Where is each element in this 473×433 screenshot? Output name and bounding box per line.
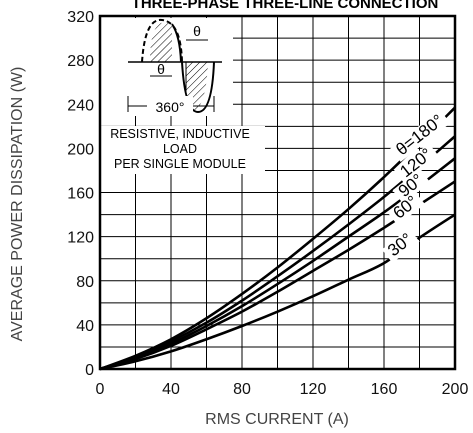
y-tick-label: 80 [76, 274, 94, 291]
negative-wave [181, 61, 215, 114]
positive-wave [171, 23, 182, 63]
series-label-bg [394, 143, 440, 184]
theta-label-left: θ [157, 61, 165, 77]
load-note: RESISTIVE, INDUCTIVE LOAD PER SINGLE MOD… [101, 126, 265, 174]
theta-label-right: θ [193, 23, 201, 39]
x-tick-label: 40 [162, 381, 180, 398]
tick-labels: 0 40 80 120 160 200 0 40 80 120 160 200 240 280 320 [67, 9, 468, 398]
note-line-1: RESISTIVE, INDUCTIVE [110, 127, 250, 141]
period-label-bg [147, 96, 193, 116]
x-tick-label: 160 [371, 381, 398, 398]
positive-hatch [150, 22, 172, 62]
note-background [101, 126, 265, 174]
y-tick-label: 200 [67, 141, 94, 158]
note-line-2: LOAD [163, 142, 197, 156]
x-tick-label: 0 [96, 381, 105, 398]
y-tick-label: 320 [67, 9, 94, 26]
x-axis-label: RMS CURRENT (A) [205, 411, 349, 428]
y-tick-label: 0 [85, 362, 94, 379]
y-tick-label: 280 [67, 53, 94, 70]
series-label-bg [390, 109, 451, 162]
x-tick-label: 120 [300, 381, 327, 398]
series-labels: θ=180°120°90°60°30° [381, 109, 451, 263]
waveform-inset: θ θ 360° [101, 18, 233, 116]
y-tick-label: 160 [67, 186, 94, 203]
y-tick-label: 40 [76, 318, 94, 335]
chart-title: THREE-PHASE THREE-LINE CONNECTION [132, 0, 439, 12]
x-tick-label: 200 [442, 381, 469, 398]
series-line-1 [99, 135, 456, 371]
x-tick-label: 80 [233, 381, 251, 398]
series-label-group-4: 30° [381, 228, 420, 263]
plot-frame [98, 14, 457, 371]
y-tick-label: 240 [67, 97, 94, 114]
series-curves [99, 106, 456, 371]
y-tick-label: 120 [67, 230, 94, 247]
series-label-bg [381, 228, 420, 263]
series-label-bg [387, 190, 425, 226]
series-label-bg [392, 168, 431, 204]
period-label: 360° [156, 99, 185, 115]
y-axis-label: AVERAGE POWER DISSIPATION (W) [9, 67, 26, 342]
note-line-3: PER SINGLE MODULE [114, 157, 246, 171]
series-line-3 [99, 180, 456, 371]
series-line-0 [99, 106, 456, 371]
series-line-2 [99, 157, 456, 371]
